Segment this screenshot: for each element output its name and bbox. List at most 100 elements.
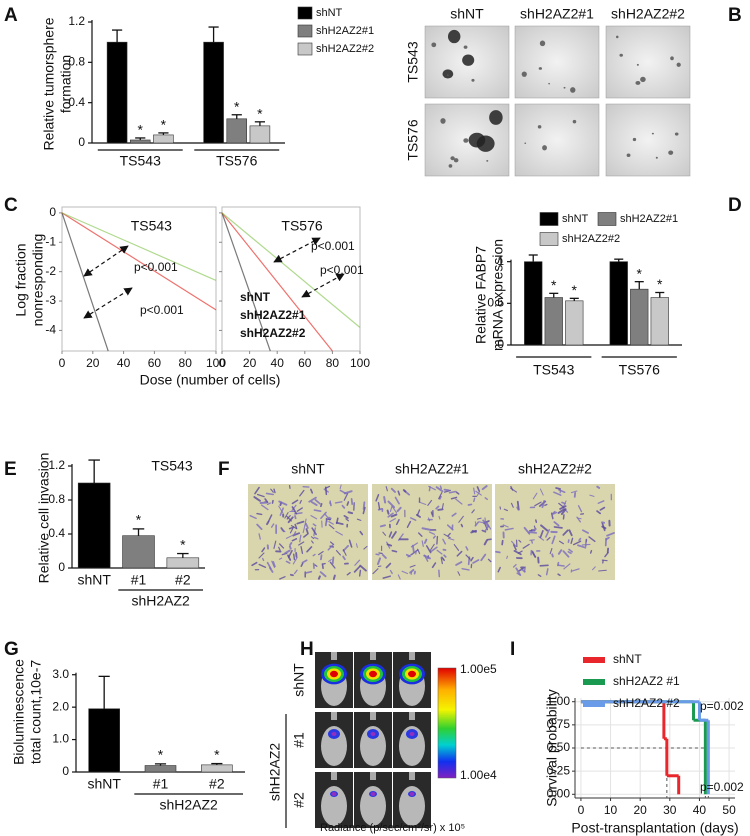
- invading-cell: [299, 534, 302, 543]
- invading-cell: [279, 576, 286, 580]
- invading-cell: [308, 496, 317, 503]
- invading-cell: [417, 532, 423, 537]
- invading-cell: [465, 554, 471, 560]
- invading-cell: [390, 487, 396, 493]
- fit-line: [221, 212, 271, 352]
- invading-cell: [332, 574, 336, 580]
- y-tick-label: 0: [497, 337, 504, 351]
- significance: *: [158, 747, 164, 763]
- signal: [408, 670, 416, 678]
- invading-cell: [362, 501, 366, 510]
- colorbar: [437, 667, 457, 779]
- invading-cell: [335, 550, 341, 556]
- invading-cell: [256, 493, 265, 498]
- invading-cell: [423, 554, 431, 560]
- mouse: [399, 726, 425, 766]
- invading-cell: [540, 524, 549, 532]
- invading-cell: [415, 514, 421, 518]
- invading-cell: [266, 502, 271, 506]
- significance: *: [257, 106, 263, 122]
- fit-line: [61, 212, 217, 282]
- invading-cell: [387, 512, 394, 518]
- invading-cell: [596, 485, 601, 489]
- invading-cell: [310, 500, 318, 506]
- invading-cell: [292, 556, 298, 565]
- invading-cell: [516, 500, 520, 511]
- y-axis-label: Bioluminescence: [11, 659, 27, 765]
- sphere: [440, 118, 446, 124]
- invading-cell: [550, 512, 554, 520]
- invading-cell: [471, 530, 477, 533]
- mouse: [360, 786, 386, 826]
- invading-cell: [531, 550, 537, 558]
- invading-cell: [423, 538, 428, 544]
- invading-cell: [570, 490, 578, 494]
- invading-cell: [296, 520, 305, 525]
- invading-cell: [391, 549, 398, 553]
- invading-cell: [328, 558, 332, 562]
- invading-cell: [385, 486, 388, 492]
- invading-cell: [342, 545, 349, 552]
- group-label: shH2AZ2: [267, 743, 283, 802]
- invading-cell: [522, 543, 530, 549]
- invading-cell: [362, 506, 366, 515]
- y-axis-label: mRNA expression: [490, 239, 506, 351]
- row-label: shNT: [291, 663, 307, 697]
- bar: [122, 535, 155, 569]
- invading-cell: [253, 496, 261, 502]
- invading-cell: [559, 505, 567, 510]
- invading-cell: [290, 525, 297, 530]
- sphere: [486, 160, 489, 162]
- invading-cell: [328, 524, 335, 530]
- y-tick-label: 2.0: [52, 699, 69, 713]
- fit-line: [221, 212, 333, 352]
- y-axis-label: Relative cell invasion: [36, 453, 52, 584]
- signal: [330, 670, 338, 678]
- stand: [331, 772, 337, 780]
- invading-cell: [528, 528, 537, 534]
- invading-cell: [421, 527, 432, 531]
- invading-cell: [484, 497, 488, 501]
- panel-label: B: [728, 5, 742, 26]
- signal: [331, 732, 337, 736]
- panel-label: H: [300, 639, 314, 660]
- invading-cell: [285, 535, 293, 539]
- invading-cell: [270, 488, 274, 493]
- invading-cell: [599, 506, 606, 511]
- invading-cell: [291, 538, 298, 542]
- sphere-image: [514, 25, 600, 99]
- invading-cell: [539, 488, 544, 496]
- invading-cell: [577, 505, 583, 513]
- invading-cell: [385, 562, 392, 569]
- invading-cell: [401, 570, 409, 575]
- sphere: [651, 132, 654, 135]
- stand: [331, 652, 337, 660]
- invading-cell: [388, 531, 393, 538]
- invading-cell: [560, 508, 567, 516]
- invading-cell: [467, 503, 473, 506]
- invading-cell: [310, 515, 318, 520]
- sphere: [537, 125, 542, 129]
- invading-cell: [342, 549, 347, 556]
- y-tick-label: 0.50: [547, 740, 571, 754]
- invading-cell: [457, 571, 461, 576]
- x-tick-label: 30: [663, 803, 677, 817]
- invading-cell: [269, 566, 274, 573]
- invading-cell: [320, 503, 323, 508]
- invading-cell: [450, 496, 458, 500]
- invading-cell: [558, 502, 564, 508]
- invading-cell: [541, 500, 546, 509]
- x-tick-label: 80: [179, 356, 193, 370]
- panel-title: TS576: [281, 218, 322, 234]
- invading-cell: [441, 556, 445, 561]
- sphere: [538, 67, 543, 70]
- sphere: [570, 87, 576, 93]
- invading-cell: [271, 499, 274, 504]
- legend-label: shH2AZ2#2: [562, 233, 620, 245]
- bar: [203, 41, 224, 144]
- invading-cell: [329, 502, 332, 507]
- sphere: [668, 150, 674, 155]
- bar: [129, 139, 151, 144]
- invading-cell: [372, 568, 379, 575]
- invading-cell: [451, 512, 457, 517]
